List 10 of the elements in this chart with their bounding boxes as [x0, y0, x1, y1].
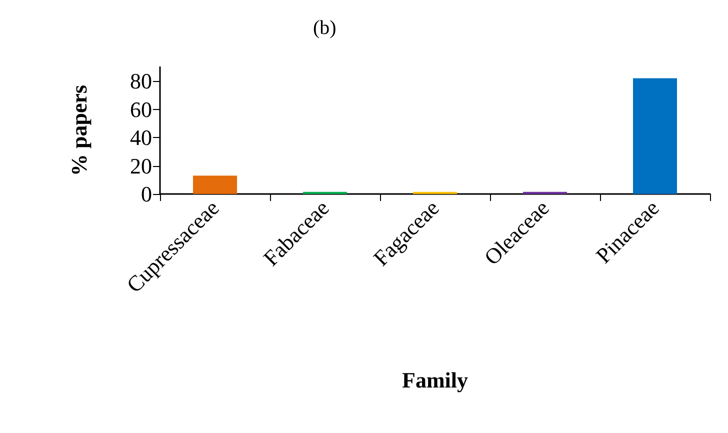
bar [633, 78, 677, 194]
bar [193, 176, 237, 194]
y-tick-label: 40 [130, 125, 152, 150]
y-tick-label: 20 [130, 153, 152, 178]
x-axis-title: Family [402, 368, 468, 392]
chart-title: (b) [313, 17, 336, 39]
y-tick-label: 60 [130, 96, 152, 122]
y-tick-label: 0 [141, 182, 152, 206]
y-tick-label: 80 [130, 68, 152, 94]
y-axis-title: % papers [66, 84, 92, 176]
